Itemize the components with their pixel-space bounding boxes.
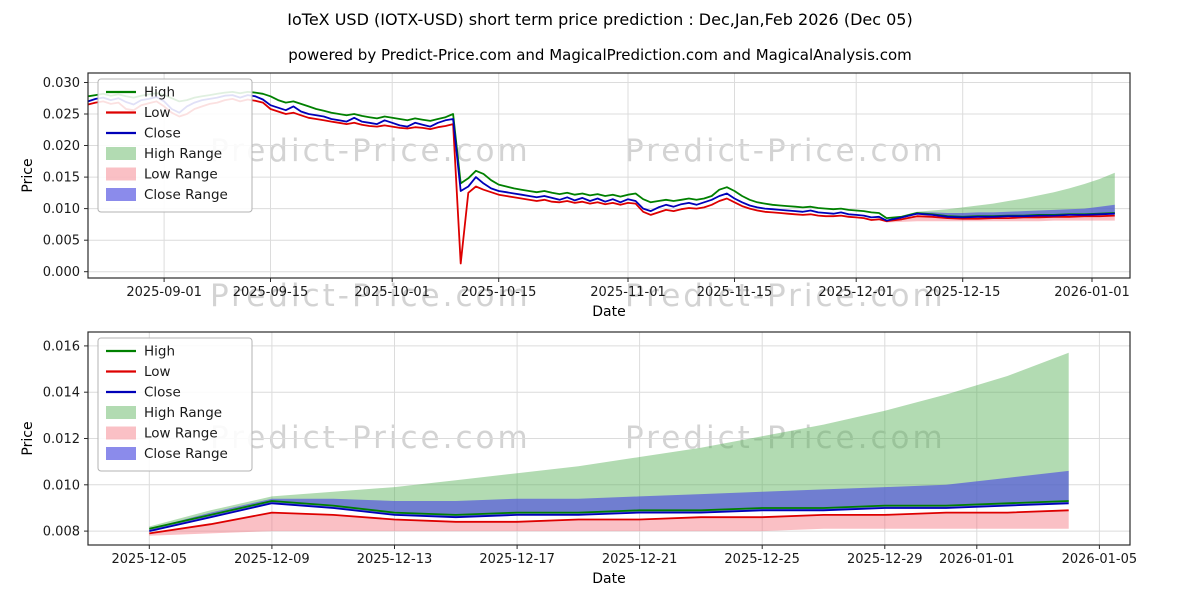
y-tick-label: 0.010 [43, 202, 80, 217]
x-tick-label: 2025-12-29 [847, 552, 923, 567]
legend-label: Low Range [144, 426, 218, 442]
x-axis-label: Date [592, 571, 625, 587]
x-tick-label: 2025-12-21 [602, 552, 678, 567]
y-tick-label: 0.025 [43, 108, 80, 123]
y-axis-label: Price [20, 421, 36, 455]
legend-band-swatch [106, 426, 136, 440]
y-axis-label: Price [20, 158, 36, 192]
y-tick-label: 0.030 [43, 76, 80, 91]
legend-label: High Range [144, 405, 222, 421]
low-line [149, 509, 1069, 535]
legend-label: High [144, 344, 175, 360]
chart-subtitle: powered by Predict-Price.com and Magical… [288, 46, 912, 64]
x-tick-label: 2026-01-01 [939, 552, 1015, 567]
x-tick-label: 2025-12-17 [479, 552, 555, 567]
legend-label: Low Range [144, 167, 218, 183]
high-range-band [886, 172, 1115, 222]
chart-title: IoTeX USD (IOTX-USD) short term price pr… [287, 10, 913, 29]
legend-box [97, 337, 253, 472]
y-tick-label: 0.012 [43, 432, 80, 447]
close-range-band [886, 204, 1115, 222]
x-tick-label: 2025-12-15 [925, 285, 1001, 300]
x-tick-label: 2025-11-15 [697, 285, 773, 300]
x-tick-label: 2025-12-01 [818, 285, 894, 300]
y-tick-label: 0.000 [43, 265, 80, 280]
legend-label: Close Range [144, 446, 228, 462]
high-line [149, 500, 1069, 530]
plot-area: 2025-12-05 2025-12-09 2025-12-13 2025-12-17… [20, 331, 1138, 587]
x-tick-label: 2025-09-01 [126, 285, 202, 300]
y-tick-label: 0.008 [43, 525, 80, 540]
high-range-band [149, 352, 1069, 532]
plot-border [87, 72, 1131, 279]
x-tick-label: 2025-12-09 [234, 552, 310, 567]
legend-label: High [144, 85, 175, 101]
x-tick-label: 2026-01-01 [1054, 285, 1130, 300]
y-tick-label: 0.014 [43, 386, 80, 401]
close-range-band [149, 470, 1069, 532]
bottom-forecast-chart: 2025-12-05 2025-12-09 2025-12-13 2025-12-17… [20, 331, 1138, 587]
legend-band-swatch [106, 447, 136, 460]
y-tick-label: 0.005 [43, 234, 80, 249]
legend: High Low Close High Range Low Range Close Ran… [97, 337, 253, 472]
y-tick-label: 0.020 [43, 139, 80, 154]
x-tick-label: 2025-10-15 [461, 285, 537, 300]
legend-band-swatch [106, 406, 136, 419]
legend-label: Close Range [144, 187, 228, 203]
legend-band-swatch [106, 167, 136, 181]
close-line [149, 502, 1069, 532]
x-tick-label: 2026-01-05 [1062, 552, 1138, 567]
x-tick-label: 2025-12-05 [112, 552, 188, 567]
x-tick-label: 2025-10-01 [354, 285, 430, 300]
legend-box [97, 78, 253, 213]
legend-band-swatch [106, 147, 136, 160]
y-tick-label: 0.010 [43, 478, 80, 493]
legend-label: High Range [144, 146, 222, 162]
legend: High Low Close High Range Low Range Close Ran… [97, 78, 253, 213]
x-axis-label: Date [592, 304, 625, 320]
y-tick-label: 0.016 [43, 339, 80, 354]
x-tick-label: 2025-09-15 [233, 285, 309, 300]
legend-label: Low [144, 105, 171, 121]
legend-label: Low [144, 364, 171, 380]
legend-band-swatch [106, 188, 136, 201]
x-tick-label: 2025-11-01 [590, 285, 666, 300]
low-range-band [149, 510, 1069, 536]
y-tick-label: 0.015 [43, 171, 80, 186]
legend-label: Close [144, 385, 181, 401]
x-tick-label: 2025-12-25 [724, 552, 800, 567]
top-price-chart: 2025-09-01 2025-09-15 2025-10-01 2025-10-15… [20, 72, 1131, 320]
x-tick-label: 2025-12-13 [357, 552, 433, 567]
legend-label: Close [144, 126, 181, 142]
